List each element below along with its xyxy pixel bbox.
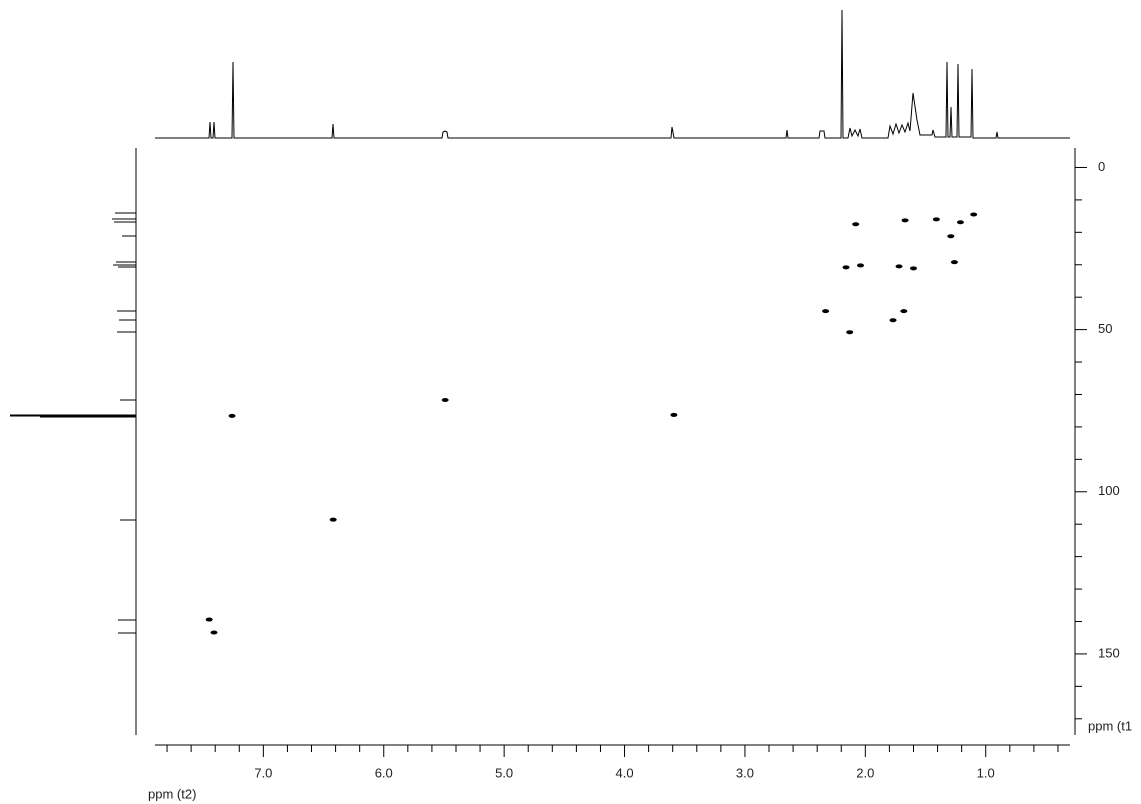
- x-tick-label: 7.0: [254, 765, 272, 780]
- cross-peak: [846, 330, 853, 334]
- cross-peak: [210, 631, 217, 635]
- cross-peak: [330, 518, 337, 522]
- y-tick-label: 150: [1098, 645, 1120, 660]
- x-tick-label: 5.0: [495, 765, 513, 780]
- cross-peak: [902, 218, 909, 222]
- cross-peak: [957, 220, 964, 224]
- cross-peak: [206, 618, 213, 622]
- y-axis-label: ppm (t1: [1088, 718, 1132, 733]
- cross-peak: [229, 414, 236, 418]
- cross-peak: [910, 266, 917, 270]
- x-tick-label: 2.0: [856, 765, 874, 780]
- cross-peak: [900, 309, 907, 313]
- cross-peak: [970, 212, 977, 216]
- x-axis-label: ppm (t2): [148, 786, 196, 801]
- cross-peak: [442, 398, 449, 402]
- cross-peak: [843, 265, 850, 269]
- cross-peak: [822, 309, 829, 313]
- y-tick-label: 50: [1098, 321, 1112, 336]
- cross-peak: [670, 413, 677, 417]
- x-tick-label: 3.0: [736, 765, 754, 780]
- f1-projection: [10, 148, 136, 735]
- cross-peak: [857, 263, 864, 267]
- x-tick-label: 6.0: [375, 765, 393, 780]
- cross-peak: [890, 318, 897, 322]
- y-tick-label: 0: [1098, 159, 1105, 174]
- f2-projection: [155, 10, 1070, 138]
- x-tick-label: 1.0: [977, 765, 995, 780]
- cross-peak: [852, 222, 859, 226]
- cross-peak: [951, 260, 958, 264]
- y-tick-label: 100: [1098, 483, 1120, 498]
- cross-peak: [933, 217, 940, 221]
- cross-peak: [896, 264, 903, 268]
- x-tick-label: 4.0: [616, 765, 634, 780]
- cross-peak: [947, 234, 954, 238]
- chart: ppm (t2) ppm (t1 7.0 6.0 5.0 4.0 3.0 2.0 1.0 0 5…: [0, 0, 1141, 804]
